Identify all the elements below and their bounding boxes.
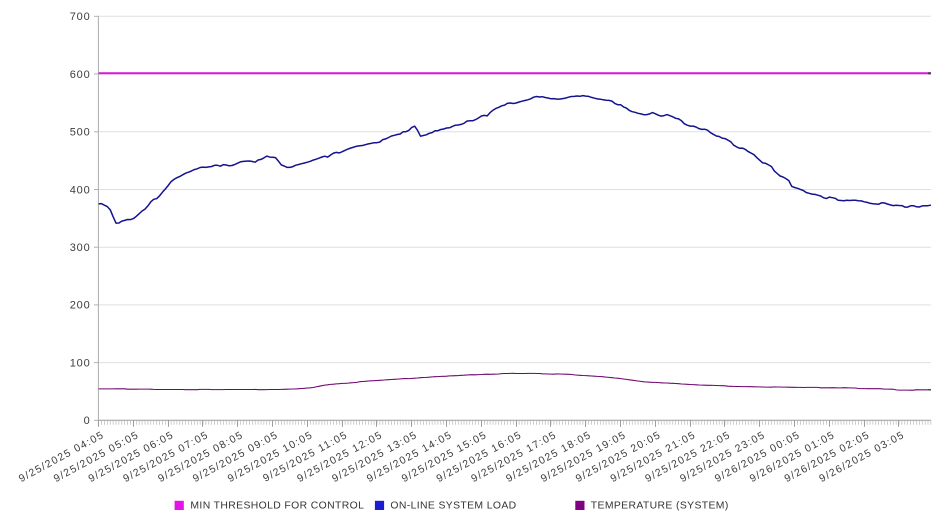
svg-text:100: 100 [70, 357, 91, 369]
svg-text:600: 600 [70, 69, 91, 81]
svg-text:500: 500 [70, 127, 91, 139]
svg-text:300: 300 [70, 242, 91, 254]
svg-text:700: 700 [70, 11, 91, 23]
svg-text:MIN THRESHOLD FOR CONTROL: MIN THRESHOLD FOR CONTROL [190, 500, 364, 511]
svg-text:0: 0 [84, 415, 91, 427]
svg-text:ON-LINE SYSTEM LOAD: ON-LINE SYSTEM LOAD [390, 500, 516, 511]
svg-text:400: 400 [70, 184, 91, 196]
svg-text:200: 200 [70, 300, 91, 312]
svg-text:TEMPERATURE (SYSTEM): TEMPERATURE (SYSTEM) [591, 500, 729, 511]
